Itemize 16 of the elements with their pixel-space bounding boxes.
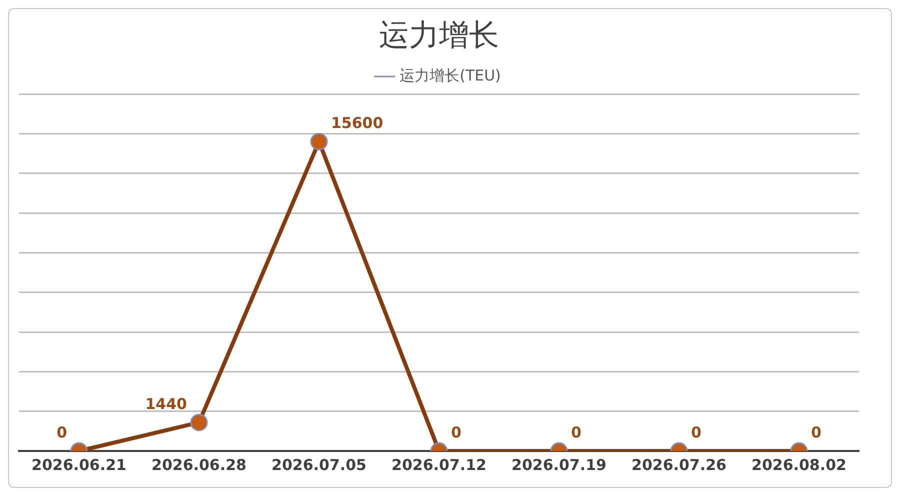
x-tick-label: 2026.07.12: [392, 456, 486, 474]
x-tick-label: 2026.06.21: [32, 456, 126, 474]
data-label: 15600: [331, 114, 384, 132]
x-tick-label: 2026.06.28: [152, 456, 246, 474]
legend-label: 运力增长(TEU): [400, 66, 501, 84]
data-label: 0: [811, 423, 822, 442]
data-label: 0: [451, 423, 462, 442]
x-tick-label: 2026.07.26: [632, 456, 726, 474]
x-tick-label: 2026.07.05: [272, 456, 366, 474]
data-label: 1440: [145, 394, 187, 413]
x-tick-label: 2026.08.02: [752, 456, 846, 474]
chart-title: 运力增长: [379, 18, 499, 53]
x-tick-label: 2026.07.19: [512, 456, 606, 474]
data-label: 0: [691, 423, 702, 442]
data-label: 0: [571, 423, 582, 442]
data-label: 0: [56, 423, 67, 442]
